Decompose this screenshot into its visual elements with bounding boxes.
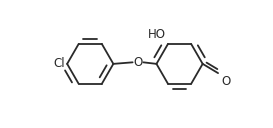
Text: HO: HO [148, 28, 166, 41]
Text: O: O [133, 56, 143, 69]
Text: Cl: Cl [53, 57, 65, 70]
Text: O: O [221, 75, 230, 88]
